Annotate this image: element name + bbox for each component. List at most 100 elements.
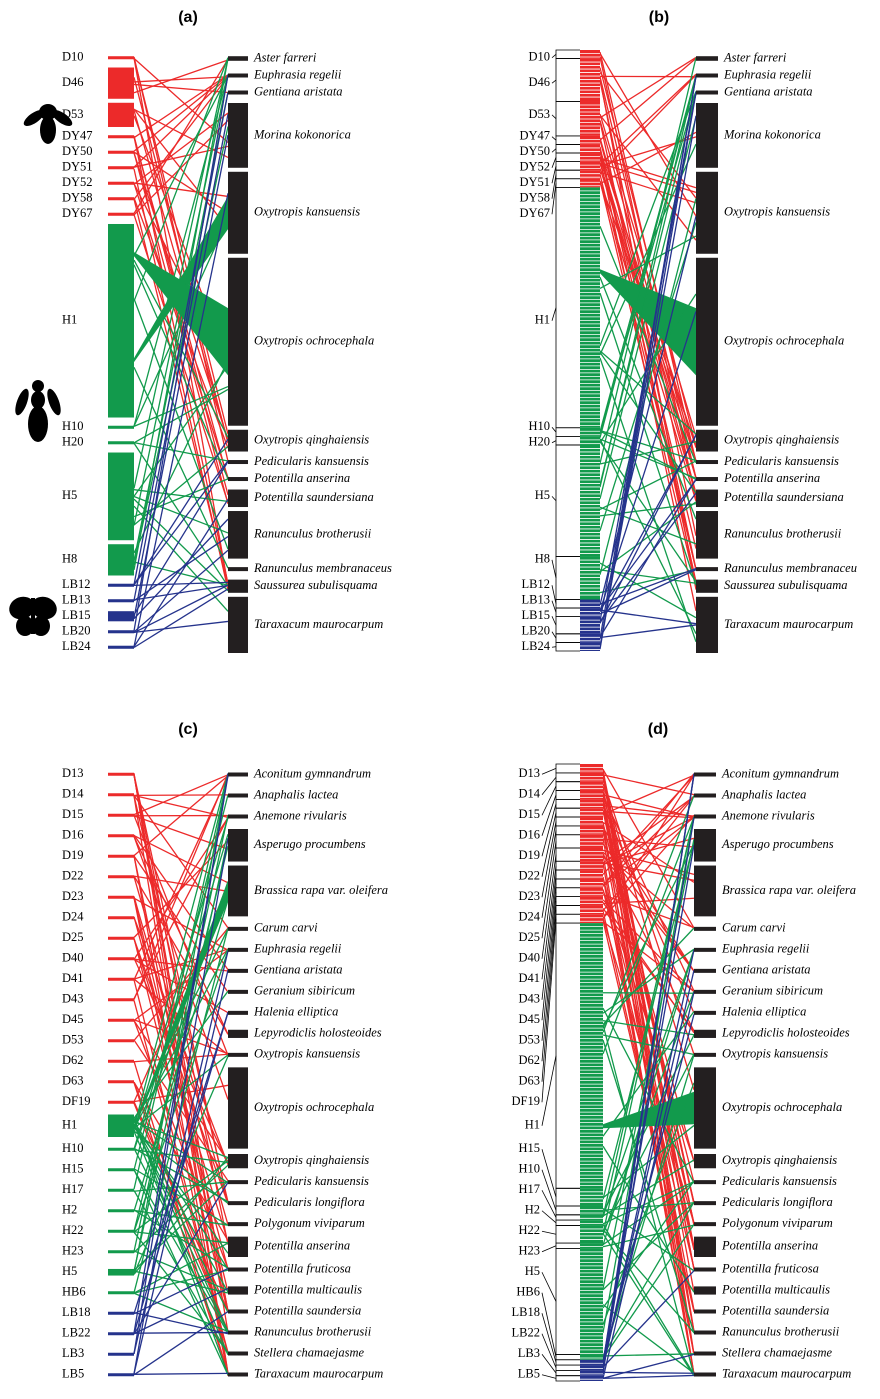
plant-block bbox=[694, 1067, 716, 1148]
pollinator-block bbox=[108, 1269, 134, 1276]
plant-label: Oxytropis qinghaiensis bbox=[724, 433, 839, 447]
connector bbox=[556, 187, 580, 427]
pollinator-label: H20 bbox=[528, 435, 550, 449]
connector bbox=[556, 1370, 580, 1375]
pollinator-label: LB24 bbox=[62, 639, 91, 653]
plant-block bbox=[696, 258, 718, 426]
plant-label: Euphrasia regelii bbox=[721, 942, 810, 956]
plant-block bbox=[694, 927, 716, 931]
connector bbox=[556, 782, 580, 791]
pollinator-label: H23 bbox=[62, 1244, 84, 1258]
pollinator-block bbox=[580, 791, 603, 800]
connector bbox=[556, 799, 580, 808]
pollinator-label: D15 bbox=[518, 807, 540, 821]
plant-block bbox=[694, 1352, 716, 1356]
plant-label: Potentilla anserina bbox=[721, 1239, 818, 1253]
pollinator-label: LB20 bbox=[62, 624, 90, 638]
plant-block bbox=[228, 829, 248, 862]
connector bbox=[556, 102, 580, 136]
pollinator-block bbox=[108, 773, 134, 776]
pollinator-label: LB24 bbox=[522, 639, 551, 653]
plant-label: Anaphalis lactea bbox=[253, 787, 338, 801]
plant-block bbox=[694, 1268, 716, 1272]
plant-label: Ranunculus membranaceu bbox=[723, 561, 857, 575]
link bbox=[134, 366, 228, 497]
pollinator-block bbox=[580, 808, 603, 817]
pollinator-label: H1 bbox=[62, 313, 77, 327]
pollinator-label: DY50 bbox=[519, 144, 550, 158]
connector bbox=[542, 1246, 556, 1252]
connector bbox=[552, 496, 556, 500]
plant-block bbox=[228, 794, 248, 798]
pollinator-block bbox=[580, 799, 603, 808]
pollinator-block bbox=[580, 888, 603, 897]
pollinator-block bbox=[108, 814, 134, 817]
plant-block bbox=[694, 866, 716, 917]
plant-label: Gentiana aristata bbox=[254, 84, 343, 98]
plant-label: Saussurea subulisquama bbox=[724, 578, 848, 592]
pollinator-label: LB18 bbox=[62, 1305, 90, 1319]
connector bbox=[556, 905, 580, 914]
plant-label: Euphrasia regelii bbox=[723, 67, 812, 81]
pollinator-label: D23 bbox=[518, 889, 540, 903]
plant-label: Carum carvi bbox=[722, 921, 786, 935]
pollinator-label: D41 bbox=[62, 971, 84, 985]
pollinator-block bbox=[108, 213, 134, 216]
pollinator-label: D25 bbox=[62, 930, 84, 944]
panel: (c)D13D14D15D16D19D22D23D24D25D40D41D43D… bbox=[62, 721, 388, 1381]
pollinator-block bbox=[580, 1215, 603, 1220]
plant-block bbox=[694, 794, 716, 798]
pollinator-block bbox=[108, 1115, 134, 1138]
pollinator-block bbox=[108, 441, 134, 444]
pollinator-label: H1 bbox=[525, 1118, 540, 1132]
pollinator-block bbox=[108, 182, 134, 185]
pollinator-label: D63 bbox=[62, 1074, 84, 1088]
panel-label: (d) bbox=[648, 721, 668, 738]
plant-label: Oxytropis ochrocephala bbox=[724, 334, 844, 348]
pollinator-label: H20 bbox=[62, 435, 84, 449]
connector bbox=[556, 826, 580, 835]
link bbox=[134, 621, 228, 632]
pollinator-label: LB18 bbox=[512, 1305, 540, 1319]
connector bbox=[556, 162, 580, 171]
plant-block bbox=[228, 477, 248, 481]
connector bbox=[556, 808, 580, 817]
pollinator-label: D43 bbox=[62, 992, 84, 1006]
plant-block bbox=[228, 1053, 248, 1057]
connector bbox=[542, 768, 556, 774]
plant-label: Potentilla anserina bbox=[253, 1239, 350, 1253]
pollinator-block bbox=[580, 1365, 603, 1370]
plant-block bbox=[694, 1030, 716, 1038]
plant-label: Morina kokonorica bbox=[723, 127, 821, 141]
plant-label: Gentiana aristata bbox=[724, 84, 813, 98]
connector bbox=[552, 149, 556, 153]
plant-label: Oxytropis ochrocephala bbox=[722, 1100, 842, 1114]
pollinator-block bbox=[580, 782, 603, 791]
pollinator-block bbox=[580, 764, 603, 773]
links bbox=[600, 52, 696, 649]
plant-block bbox=[228, 1373, 248, 1377]
connector bbox=[552, 80, 556, 83]
plant-block bbox=[694, 1373, 716, 1377]
plant-label: Halenia elliptica bbox=[253, 1005, 338, 1019]
pollinator-label: D53 bbox=[62, 1033, 84, 1047]
connector bbox=[556, 1360, 580, 1365]
pollinator-label: DY50 bbox=[62, 144, 93, 158]
connector bbox=[556, 1188, 580, 1206]
pollinator-block bbox=[108, 584, 134, 587]
plant-label: Aconitum gymnandrum bbox=[253, 766, 371, 780]
plant-label: Pedicularis kansuensis bbox=[723, 454, 839, 468]
pollinator-label: H10 bbox=[62, 419, 84, 433]
plant-block bbox=[228, 567, 248, 571]
plant-block bbox=[228, 1011, 248, 1015]
plant-label: Euphrasia regelii bbox=[253, 942, 342, 956]
pollinator-block bbox=[580, 879, 603, 888]
connector bbox=[542, 919, 556, 1103]
plant-block bbox=[228, 948, 248, 952]
pollinator-label: D40 bbox=[518, 951, 540, 965]
pollinator-label: H2 bbox=[525, 1203, 540, 1217]
pollinator-block bbox=[108, 166, 134, 169]
pollinator-block bbox=[108, 56, 134, 59]
link bbox=[600, 610, 696, 624]
pollinator-label: D45 bbox=[518, 1012, 540, 1026]
